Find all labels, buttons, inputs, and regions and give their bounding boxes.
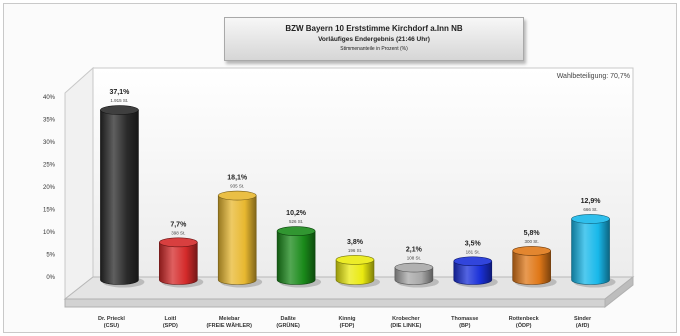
bar xyxy=(571,218,610,285)
bar-top xyxy=(394,262,434,273)
category-label: Meiebar xyxy=(219,316,241,322)
category-label: (SPD) xyxy=(163,323,178,329)
chart-note: Stimmenanteile in Prozent (%) xyxy=(340,46,408,52)
title-box: BZW Bayern 10 Erststimme Kirchdorf a.Inn… xyxy=(224,17,524,61)
y-tick-label: 0% xyxy=(46,275,55,281)
bar-top xyxy=(335,255,375,265)
bar xyxy=(217,195,257,285)
y-tick-label: 20% xyxy=(43,185,56,191)
vote-label: 935 St. xyxy=(230,184,244,189)
turnout-label: Wahlbeteiligung: 70,7% xyxy=(556,73,630,80)
category-label: (ÖDP) xyxy=(516,322,532,329)
bar-top xyxy=(453,256,493,267)
y-tick-label: 5% xyxy=(46,253,55,259)
bar xyxy=(453,260,493,285)
vote-label: 300 St. xyxy=(525,239,539,244)
value-label: 7,7% xyxy=(170,221,187,228)
category-label: (FDP) xyxy=(340,323,355,329)
vote-label: 181 St. xyxy=(466,249,480,254)
bar-top xyxy=(100,105,139,115)
plot-floor-front xyxy=(64,298,606,308)
value-label: 5,8% xyxy=(524,230,541,237)
y-tick-label: 15% xyxy=(43,208,56,214)
vote-label: 526 St. xyxy=(289,219,303,224)
y-tick-label: 30% xyxy=(43,140,56,146)
vote-label: 666 St. xyxy=(583,207,597,212)
value-label: 10,2% xyxy=(286,210,307,217)
value-label: 18,1% xyxy=(227,175,248,182)
bar xyxy=(276,230,316,285)
value-label: 2,1% xyxy=(406,247,423,254)
bar xyxy=(335,259,375,285)
category-label: Thomasse xyxy=(451,316,478,322)
value-label: 3,5% xyxy=(465,240,482,247)
chart-title: BZW Bayern 10 Erststimme Kirchdorf a.Inn… xyxy=(285,24,463,33)
category-label: (FREIE WÄHLER) xyxy=(206,322,252,329)
vote-label: 398 St. xyxy=(171,230,185,235)
y-tick-label: 40% xyxy=(43,95,56,101)
bar xyxy=(512,250,551,285)
y-tick-label: 25% xyxy=(43,163,56,169)
vote-label: 108 St. xyxy=(407,256,421,261)
bar-top xyxy=(276,226,316,236)
category-label: (BP) xyxy=(459,323,470,329)
value-label: 12,9% xyxy=(581,198,602,205)
category-label: (AfD) xyxy=(576,323,590,329)
vote-label: 196 St. xyxy=(348,248,362,253)
y-tick-label: 10% xyxy=(43,230,56,236)
category-label: (CSU) xyxy=(104,323,119,329)
category-label: Kinnig xyxy=(338,316,355,322)
bar xyxy=(100,109,139,285)
y-tick-label: 35% xyxy=(43,118,56,124)
chart-subtitle: Vorläufiges Endergebnis (21:46 Uhr) xyxy=(318,36,430,43)
category-label: (DIE LINKE) xyxy=(390,323,421,329)
bar-top xyxy=(512,246,551,256)
category-label: Daßte xyxy=(280,316,295,322)
value-label: 3,8% xyxy=(347,239,364,246)
bar xyxy=(159,242,198,285)
category-label: Krobecher xyxy=(392,316,420,322)
category-label: (GRÜNE) xyxy=(276,322,300,329)
plot-floor-side xyxy=(604,275,634,309)
category-label: Rottenbeck xyxy=(509,316,540,322)
plot-left-wall xyxy=(64,66,94,301)
bar-top xyxy=(159,237,198,248)
bar-top xyxy=(571,214,610,224)
category-label: Dr. Prieckl xyxy=(98,316,125,322)
vote-label: 1.915 St. xyxy=(110,98,128,103)
category-label: Loitl xyxy=(165,316,177,322)
category-label: Sinder xyxy=(574,316,592,322)
bar-top xyxy=(217,190,257,201)
bar xyxy=(394,267,434,285)
value-label: 37,1% xyxy=(110,89,131,96)
